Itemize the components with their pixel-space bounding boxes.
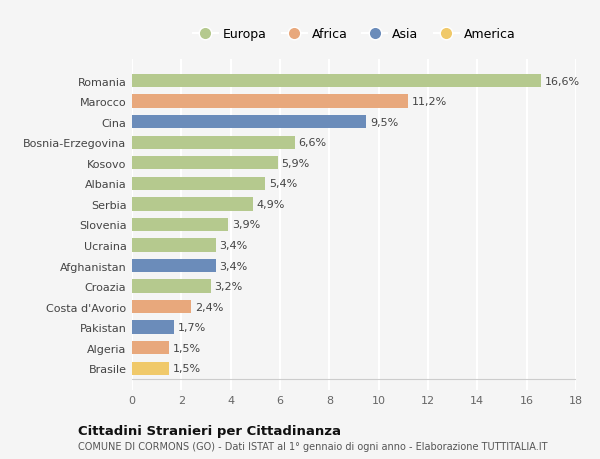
Bar	[132, 362, 169, 375]
Text: 6,6%: 6,6%	[299, 138, 326, 148]
Bar	[132, 136, 295, 150]
Bar	[132, 157, 278, 170]
Text: 2,4%: 2,4%	[195, 302, 223, 312]
Bar	[132, 198, 253, 211]
Text: 3,4%: 3,4%	[220, 241, 248, 251]
Text: 1,5%: 1,5%	[173, 364, 201, 374]
Text: COMUNE DI CORMONS (GO) - Dati ISTAT al 1° gennaio di ogni anno - Elaborazione TU: COMUNE DI CORMONS (GO) - Dati ISTAT al 1…	[78, 441, 548, 451]
Text: 16,6%: 16,6%	[545, 76, 580, 86]
Text: 3,2%: 3,2%	[215, 281, 243, 291]
Bar	[132, 75, 541, 88]
Text: 3,9%: 3,9%	[232, 220, 260, 230]
Bar	[132, 341, 169, 355]
Text: 9,5%: 9,5%	[370, 118, 398, 127]
Text: 1,5%: 1,5%	[173, 343, 201, 353]
Bar	[132, 116, 367, 129]
Bar	[132, 280, 211, 293]
Text: 3,4%: 3,4%	[220, 261, 248, 271]
Bar	[132, 259, 216, 273]
Text: 4,9%: 4,9%	[257, 199, 285, 209]
Legend: Europa, Africa, Asia, America: Europa, Africa, Asia, America	[188, 23, 520, 46]
Text: Cittadini Stranieri per Cittadinanza: Cittadini Stranieri per Cittadinanza	[78, 424, 341, 437]
Bar	[132, 218, 228, 232]
Bar	[132, 177, 265, 190]
Text: 5,9%: 5,9%	[281, 158, 310, 168]
Bar	[132, 321, 174, 334]
Bar	[132, 95, 408, 108]
Text: 1,7%: 1,7%	[178, 323, 206, 332]
Text: 11,2%: 11,2%	[412, 97, 447, 107]
Bar	[132, 239, 216, 252]
Text: 5,4%: 5,4%	[269, 179, 297, 189]
Bar	[132, 300, 191, 313]
